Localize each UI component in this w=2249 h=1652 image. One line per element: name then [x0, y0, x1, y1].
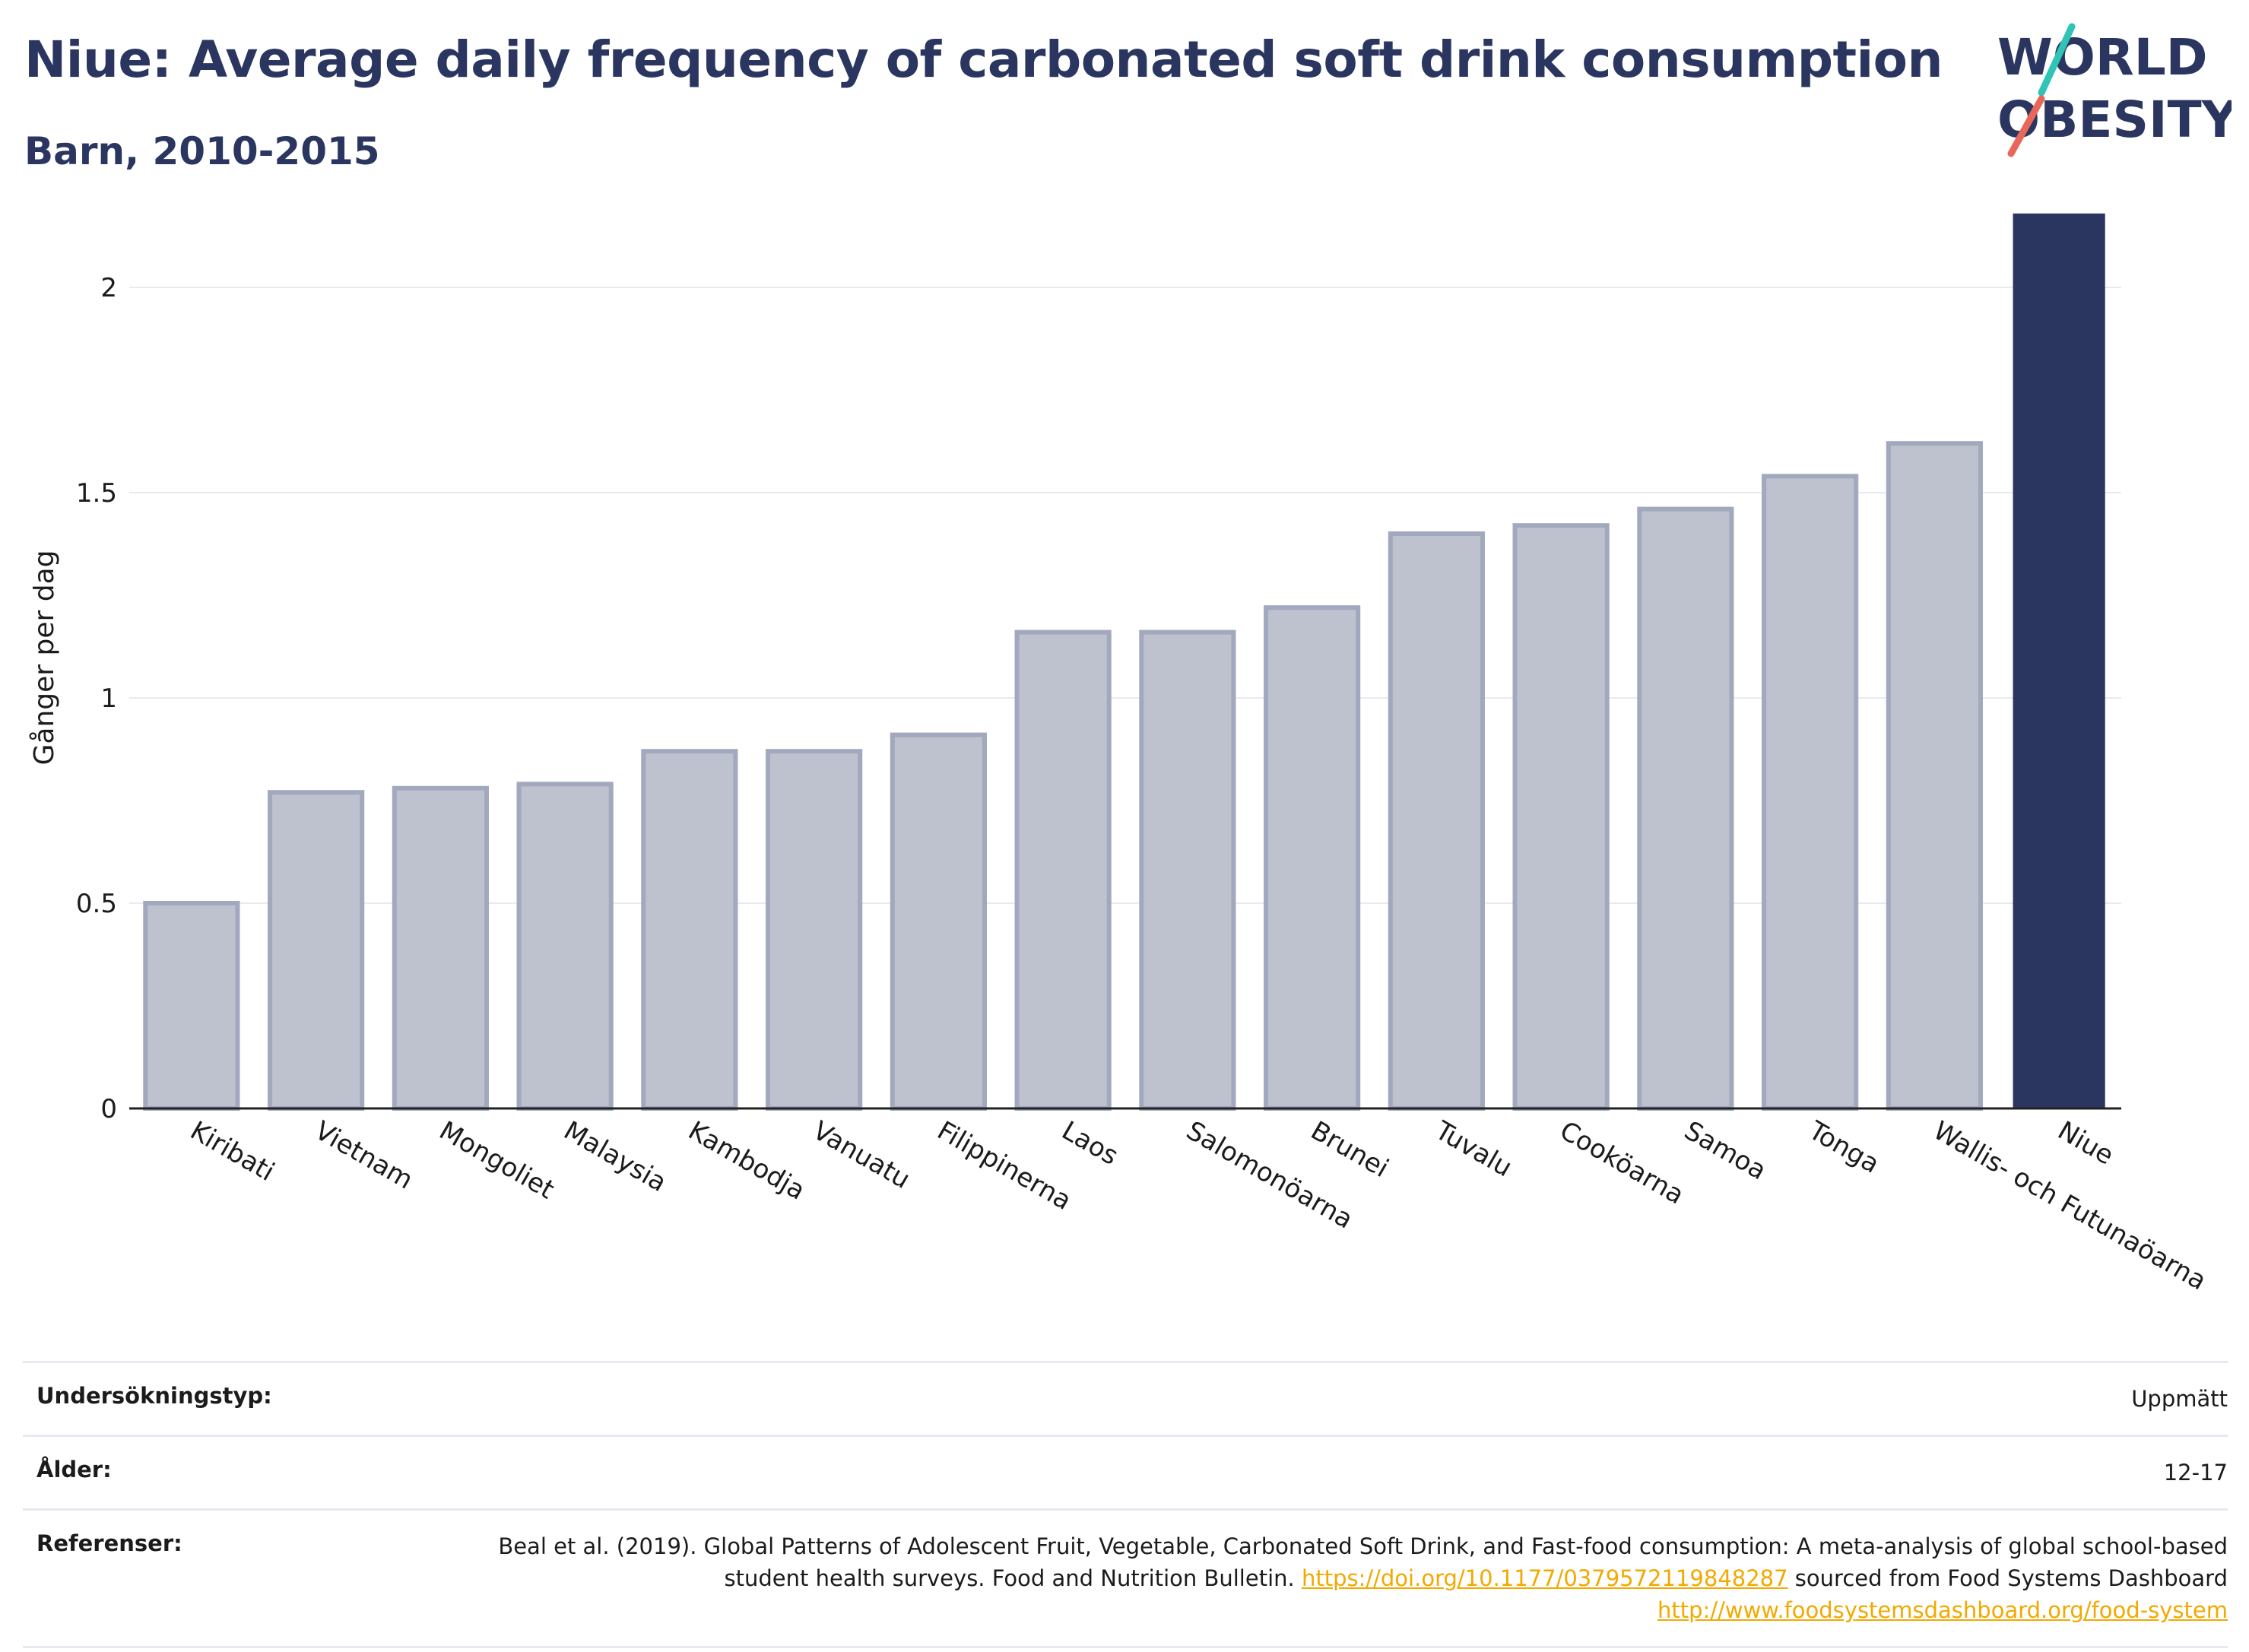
x-tick-label: Vanuatu: [807, 1115, 915, 1195]
bar-mongoliet: [392, 785, 489, 1111]
bar-laos: [1014, 629, 1112, 1111]
info-table: Undersökningstyp: Uppmätt Ålder: 12-17 R…: [23, 1361, 2228, 1649]
x-tick-label: Vietnam: [309, 1115, 418, 1196]
logo-line2: OBESITY: [1997, 90, 2232, 149]
x-tick-label: Malaysia: [559, 1115, 672, 1198]
x-tick-label: Filippinerna: [932, 1115, 1077, 1216]
y-tick-labels: 0 0.5 1 1.5 2: [76, 273, 117, 1124]
bar-kambodja: [641, 749, 738, 1111]
x-tick-label: Niue: [2053, 1115, 2119, 1171]
x-tick-label: Tuvalu: [1429, 1115, 1517, 1184]
y-tick-label: 0: [100, 1094, 117, 1124]
info-row-references: Referenser: Beal et al. (2019). Global P…: [23, 1508, 2228, 1649]
bar-kiribati: [143, 901, 240, 1111]
age-label: Ålder:: [36, 1457, 112, 1483]
x-tick-label: Brunei: [1305, 1115, 1394, 1184]
chart-title: Niue: Average daily frequency of carbona…: [24, 30, 1943, 89]
food-systems-dashboard-link[interactable]: http://www.foodsystemsdashboard.org/food…: [1657, 1597, 2228, 1624]
survey-type-label: Undersökningstyp:: [36, 1383, 272, 1409]
bar-brunei: [1264, 605, 1361, 1111]
survey-type-value: Uppmätt: [2131, 1386, 2228, 1412]
x-tick-label: Kambodja: [683, 1115, 810, 1206]
bar-niue: [2013, 213, 2105, 1108]
bar-filippinerna: [890, 732, 987, 1111]
references-text: Beal et al. (2019). Global Patterns of A…: [498, 1533, 2228, 1592]
doi-link[interactable]: https://doi.org/10.1177/0379572119848287: [1301, 1565, 1788, 1592]
bar-salomonöarna: [1139, 629, 1236, 1111]
x-tick-label: Laos: [1057, 1115, 1124, 1172]
references-value: Beal et al. (2019). Global Patterns of A…: [479, 1530, 2228, 1626]
bar-vietnam: [268, 790, 365, 1111]
y-tick-label: 1.5: [76, 478, 117, 509]
bar-malaysia: [516, 782, 614, 1111]
bar-samoa: [1637, 506, 1734, 1111]
references-source-text: sourced from Food Systems Dashboard: [1794, 1565, 2228, 1592]
info-row-survey-type: Undersökningstyp: Uppmätt: [23, 1361, 2228, 1435]
x-tick-label: Mongoliet: [434, 1115, 560, 1205]
bar-vanuatu: [766, 749, 863, 1111]
y-axis-title: Gånger per dag: [29, 550, 60, 765]
bar-tonga: [1762, 474, 1859, 1111]
logo-line1: WORLD: [1997, 28, 2208, 87]
x-tick-label: Kiribati: [185, 1115, 279, 1187]
bars: [143, 213, 2105, 1111]
chart-subtitle: Barn, 2010-2015: [24, 129, 380, 173]
age-value: 12-17: [2163, 1460, 2228, 1486]
bar-chart: 0 0.5 1 1.5 2 Kiribati Vietnam MongolietMalays…: [29, 213, 2211, 1297]
bar-wallis-och-futunaöarna: [1886, 441, 1983, 1111]
y-tick-label: 2: [100, 273, 117, 303]
x-tick-label: Tonga: [1803, 1115, 1884, 1180]
world-obesity-logo: WORLD OBESITY: [1997, 23, 2232, 157]
y-tick-label: 1: [100, 683, 117, 714]
y-tick-label: 0.5: [76, 889, 117, 919]
bar-tuvalu: [1388, 531, 1485, 1111]
info-row-age: Ålder: 12-17: [23, 1435, 2228, 1508]
x-tick-label: Cooköarna: [1555, 1115, 1689, 1210]
references-label: Referenser:: [36, 1530, 182, 1557]
x-tick-label: Samoa: [1679, 1115, 1771, 1186]
bar-cooköarna: [1512, 523, 1610, 1111]
